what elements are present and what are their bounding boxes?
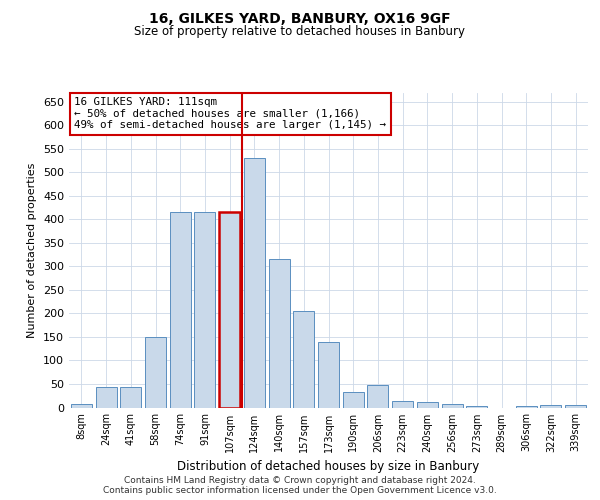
- Y-axis label: Number of detached properties: Number of detached properties: [28, 162, 37, 338]
- Bar: [219, 212, 240, 408]
- Bar: [367, 386, 388, 407]
- Bar: [170, 212, 191, 408]
- X-axis label: Distribution of detached houses by size in Banbury: Distribution of detached houses by size …: [178, 460, 479, 473]
- Bar: [392, 402, 413, 407]
- Bar: [145, 337, 166, 407]
- Bar: [194, 212, 215, 408]
- Bar: [442, 404, 463, 407]
- Bar: [120, 387, 141, 407]
- Bar: [293, 311, 314, 408]
- Bar: [244, 158, 265, 408]
- Bar: [343, 392, 364, 407]
- Text: 16 GILKES YARD: 111sqm
← 50% of detached houses are smaller (1,166)
49% of semi-: 16 GILKES YARD: 111sqm ← 50% of detached…: [74, 97, 386, 130]
- Bar: [318, 342, 339, 407]
- Bar: [565, 405, 586, 407]
- Text: 16, GILKES YARD, BANBURY, OX16 9GF: 16, GILKES YARD, BANBURY, OX16 9GF: [149, 12, 451, 26]
- Text: Size of property relative to detached houses in Banbury: Size of property relative to detached ho…: [134, 26, 466, 38]
- Bar: [71, 404, 92, 407]
- Bar: [417, 402, 438, 407]
- Bar: [466, 406, 487, 407]
- Bar: [516, 406, 537, 407]
- Text: Contains HM Land Registry data © Crown copyright and database right 2024.
Contai: Contains HM Land Registry data © Crown c…: [103, 476, 497, 495]
- Bar: [541, 405, 562, 407]
- Bar: [95, 387, 116, 407]
- Bar: [269, 260, 290, 408]
